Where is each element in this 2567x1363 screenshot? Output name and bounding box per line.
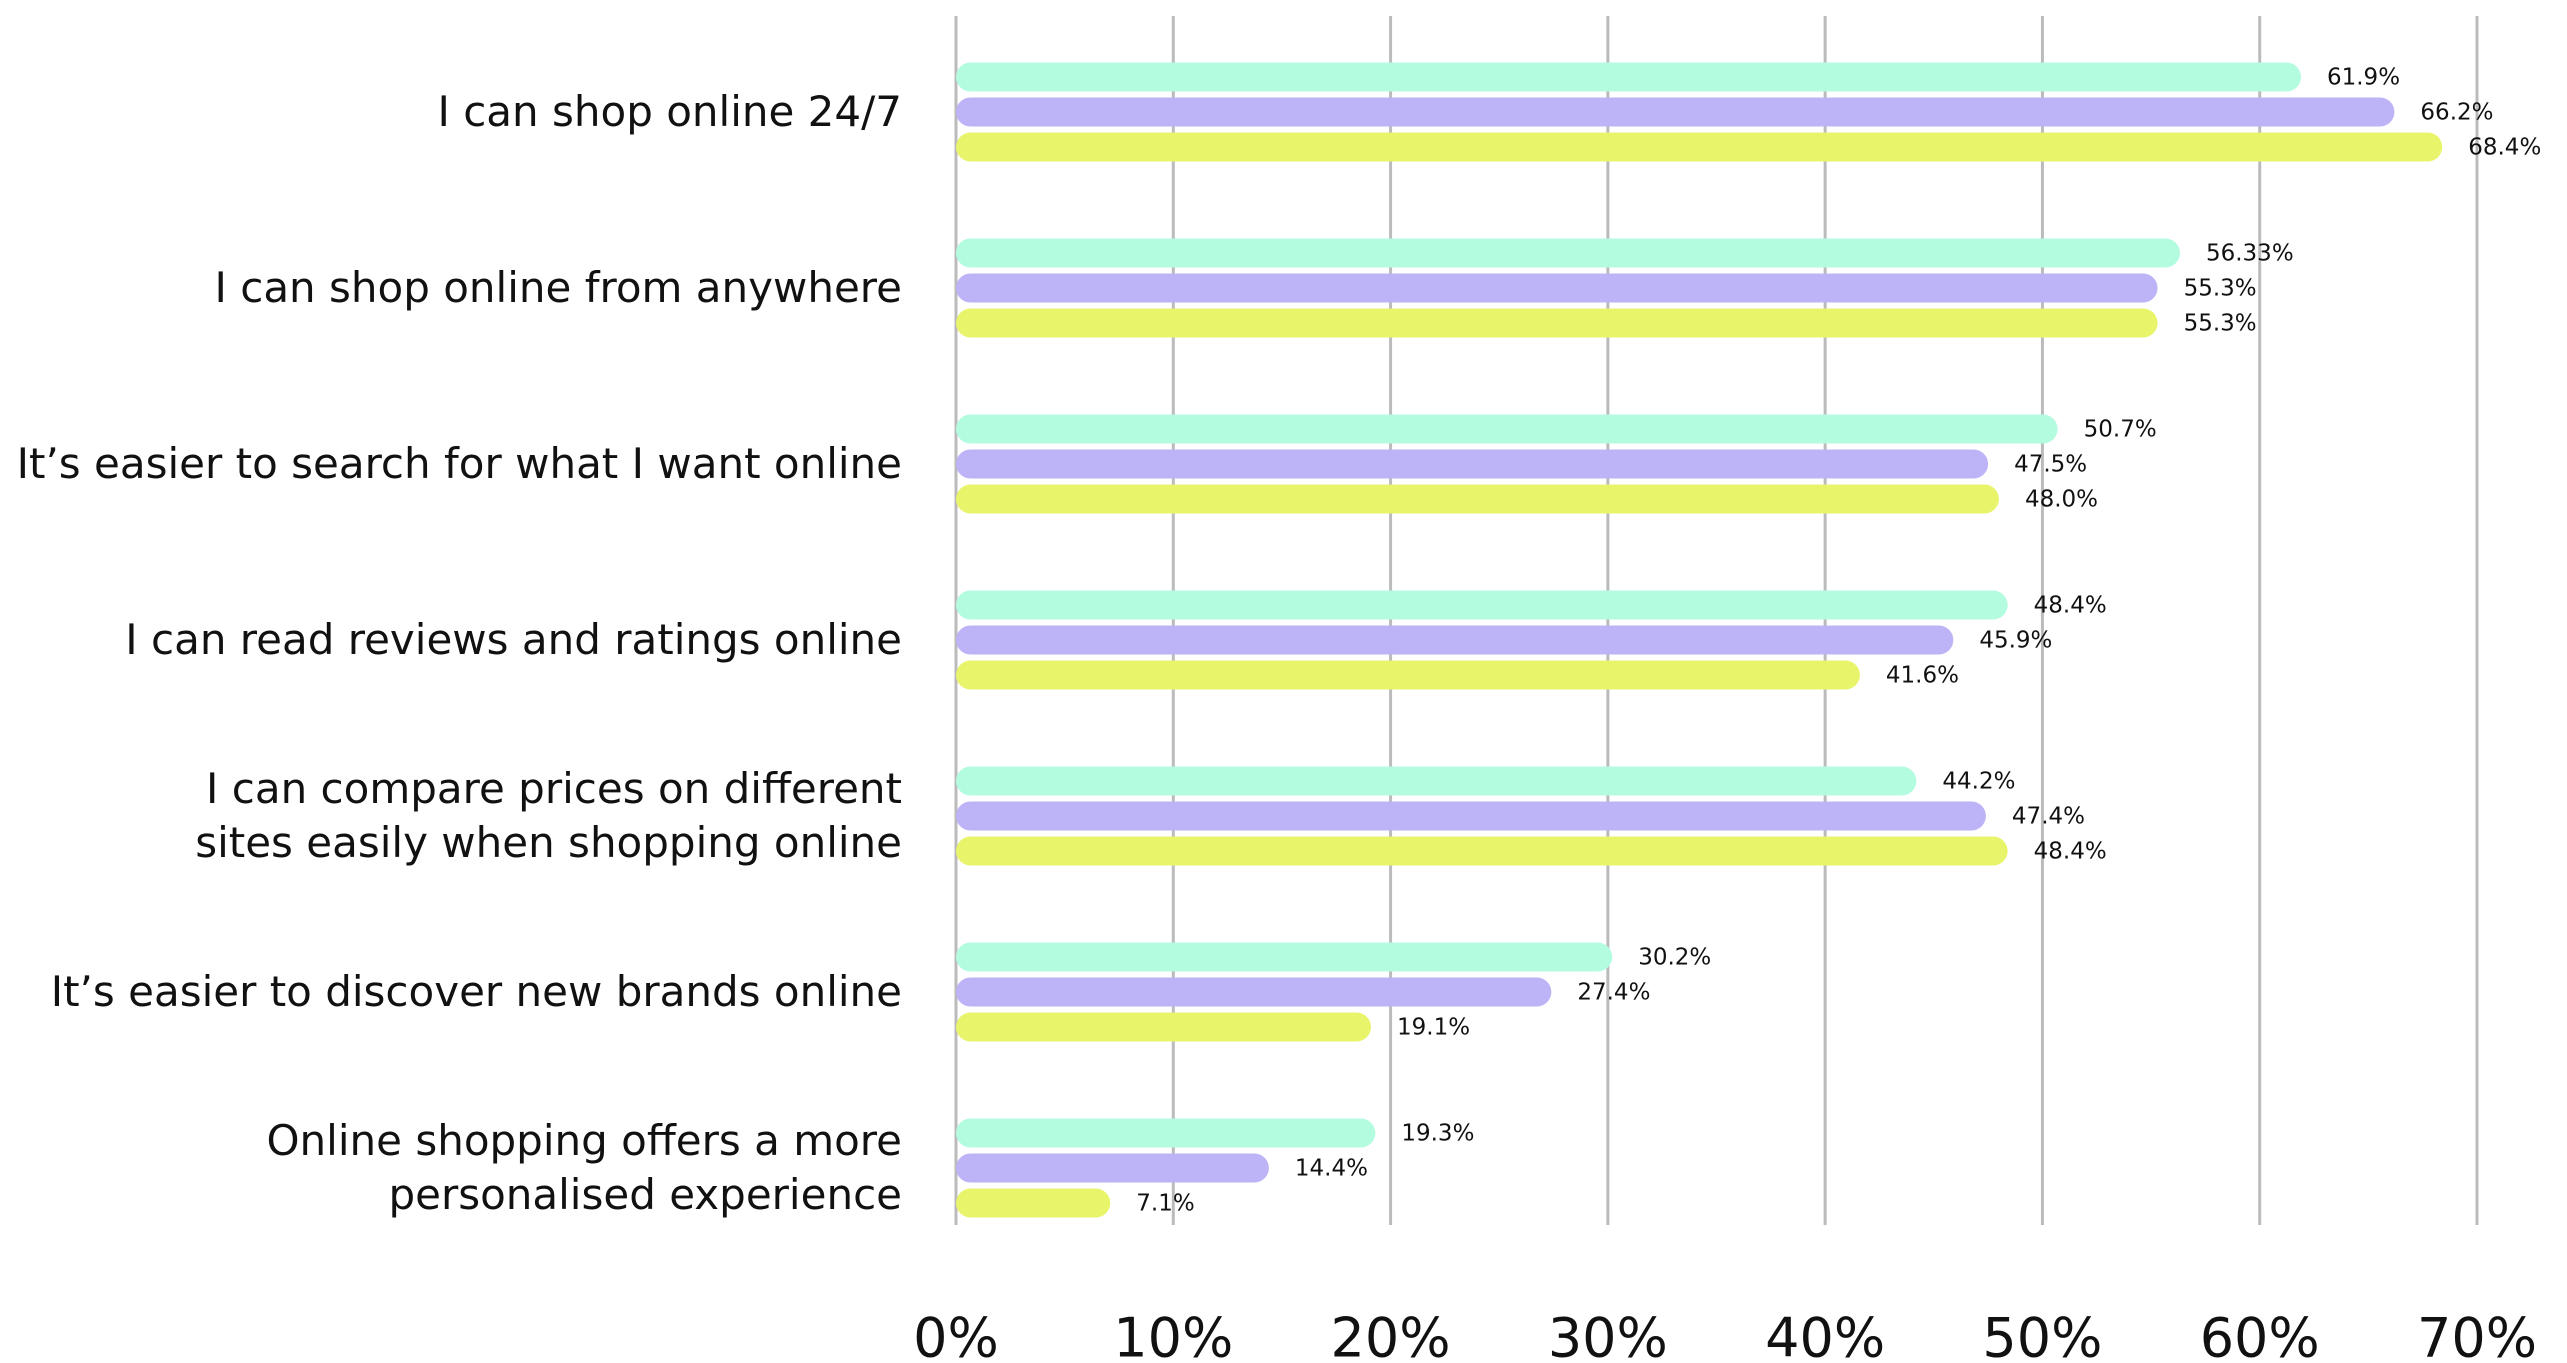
value-label: 47.4% [2012,804,2085,830]
bar [956,1153,1269,1183]
bar [956,132,2443,162]
value-label: 56.33% [2206,241,2294,267]
bar [956,1118,1376,1148]
bar [956,590,2008,620]
bar [956,836,2008,866]
bar [956,1012,1372,1042]
bar [956,625,1954,655]
bar [956,942,1613,972]
bar [956,238,2180,268]
value-label: 19.3% [1401,1121,1474,1147]
bar [956,1188,1111,1218]
value-label: 55.3% [2184,276,2257,302]
bar [956,449,1989,479]
value-label: 14.4% [1295,1156,1368,1182]
value-label: 47.5% [2014,452,2087,478]
category-label: I can read reviews and ratings online [125,615,902,664]
x-tick-label: 50% [1982,1307,2102,1363]
value-label: 45.9% [1979,628,2052,654]
category-label: I can shop online 24/7 [437,87,902,136]
x-tick-label: 60% [2200,1307,2320,1363]
value-label: 44.2% [1942,769,2015,795]
value-label: 48.0% [2025,487,2098,513]
bar [956,414,2058,444]
category-label: It’s easier to search for what I want on… [16,439,902,488]
bar [956,660,1860,690]
category-label: It’s easier to discover new brands onlin… [50,967,902,1016]
bar [956,766,1917,796]
x-tick-label: 0% [913,1307,999,1363]
x-tick-label: 20% [1331,1307,1451,1363]
value-label: 19.1% [1397,1015,1470,1041]
value-label: 66.2% [2420,100,2493,126]
bar [956,62,2301,92]
x-tick-label: 70% [2417,1307,2537,1363]
value-label: 48.4% [2034,593,2107,619]
value-label: 68.4% [2468,135,2541,161]
bar [956,801,1986,831]
bar [956,273,2158,303]
value-label: 50.7% [2084,417,2157,443]
value-label: 41.6% [1886,663,1959,689]
value-label: 7.1% [1136,1191,1194,1217]
value-label: 61.9% [2327,65,2400,91]
category-label: I can shop online from anywhere [214,263,902,312]
bar [956,308,2158,338]
bar [956,977,1552,1007]
value-label: 48.4% [2034,839,2107,865]
x-tick-label: 30% [1548,1307,1668,1363]
bar [956,97,2395,127]
value-label: 30.2% [1638,945,1711,971]
category-label: I can compare prices on different sites … [195,764,902,867]
value-label: 55.3% [2184,311,2257,337]
x-tick-label: 40% [1765,1307,1885,1363]
x-tick-label: 10% [1113,1307,1233,1363]
category-label: Online shopping offers a more personalis… [266,1116,903,1219]
bar [956,484,1999,514]
value-label: 27.4% [1577,980,1650,1006]
